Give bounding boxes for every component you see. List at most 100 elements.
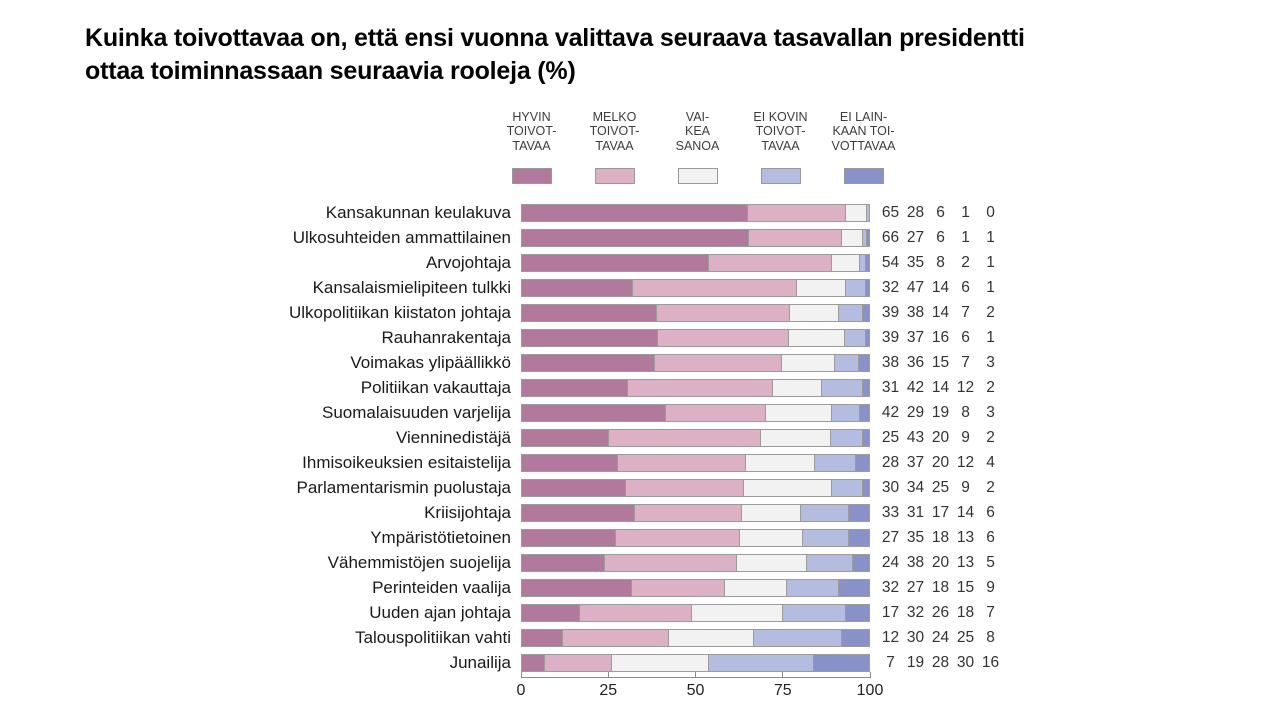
bar-segment-2 xyxy=(760,428,832,447)
bar-segment-1 xyxy=(658,328,789,347)
row-label: Kriisijohtaja xyxy=(424,502,511,522)
x-axis-tick xyxy=(695,672,696,678)
legend-item-1: MELKO TOIVOT- TAVAA xyxy=(573,110,656,184)
value-label-4: 0 xyxy=(986,203,995,221)
x-axis-tick-label: 100 xyxy=(856,682,884,699)
value-label-3: 9 xyxy=(961,428,970,446)
bar-segment-0 xyxy=(521,403,667,422)
value-label-2: 6 xyxy=(936,203,945,221)
value-label-4: 1 xyxy=(986,253,995,271)
row-label: Politiikan vakauttaja xyxy=(360,377,511,397)
bar-segment-4 xyxy=(845,603,870,622)
table-row: Kansalaismielipiteen tulkki 32 47 14 6 1 xyxy=(0,275,1003,300)
row-label: Voimakas ylipäällikkö xyxy=(350,352,511,372)
bar-segment-1 xyxy=(666,403,767,422)
legend-item-2: VAI- KEA SANOA xyxy=(656,110,739,184)
row-values: 33 31 17 14 6 xyxy=(878,504,1003,522)
value-label-0: 42 xyxy=(881,403,900,421)
bar-segment-2 xyxy=(611,653,710,672)
value-label-0: 7 xyxy=(886,653,895,671)
chart-rows: Kansakunnan keulakuva 65 28 6 1 0 Ulkosuhteide… xyxy=(0,200,1003,675)
legend-label: HYVIN TOIVOT- TAVAA xyxy=(506,110,557,153)
value-label-0: 24 xyxy=(881,553,900,571)
table-row: Vienninedistäjä 25 43 20 9 2 xyxy=(0,425,1003,450)
value-label-1: 19 xyxy=(906,653,925,671)
value-label-2: 16 xyxy=(931,328,950,346)
row-label: Rauhanrakentaja xyxy=(381,327,511,347)
value-label-1: 32 xyxy=(906,603,925,621)
legend-swatch xyxy=(843,168,884,184)
bar-segment-4 xyxy=(866,278,870,297)
value-label-2: 15 xyxy=(931,353,950,371)
bar-segment-3 xyxy=(803,528,849,547)
value-label-1: 38 xyxy=(906,553,925,571)
value-label-1: 35 xyxy=(906,528,925,546)
bar-segment-0 xyxy=(521,328,659,347)
legend-item-4: EI LAIN- KAAN TOI- VOTTAVAA xyxy=(822,110,905,184)
bar-segment-3 xyxy=(838,303,863,322)
value-label-3: 1 xyxy=(961,228,970,246)
x-axis-tick xyxy=(782,672,784,678)
stacked-bar xyxy=(521,203,870,222)
bar-segment-4 xyxy=(841,628,870,647)
value-label-0: 39 xyxy=(881,328,900,346)
row-values: 39 38 14 7 2 xyxy=(878,304,1003,322)
value-label-1: 34 xyxy=(906,478,925,496)
value-label-3: 12 xyxy=(956,453,975,471)
stacked-bar xyxy=(521,378,870,397)
x-axis-tick xyxy=(607,672,609,678)
table-row: Ympäristötietoinen 27 35 18 13 6 xyxy=(0,525,1003,550)
value-label-2: 8 xyxy=(936,253,945,271)
value-label-1: 42 xyxy=(906,378,925,396)
stacked-bar xyxy=(521,478,870,497)
bar-segment-2 xyxy=(744,478,832,497)
row-values: 30 34 25 9 2 xyxy=(878,479,1003,497)
value-label-1: 31 xyxy=(906,503,925,521)
value-label-4: 1 xyxy=(986,278,995,296)
value-label-0: 17 xyxy=(881,603,900,621)
legend-label: EI KOVIN TOIVOT- TAVAA xyxy=(753,110,808,153)
row-label: Vienninedistäjä xyxy=(396,427,511,447)
stacked-bar xyxy=(521,603,870,622)
value-label-0: 39 xyxy=(881,303,900,321)
row-values: 39 37 16 6 1 xyxy=(878,329,1003,347)
bar-segment-0 xyxy=(521,378,629,397)
value-label-0: 30 xyxy=(881,478,900,496)
table-row: Ihmisoikeuksien esitaistelija 28 37 20 12 4 xyxy=(0,450,1003,475)
value-label-2: 20 xyxy=(931,453,950,471)
stacked-bar xyxy=(521,428,870,447)
value-label-0: 33 xyxy=(881,503,900,521)
row-label: Vähemmistöjen suojelija xyxy=(327,552,511,572)
legend-label: EI LAIN- KAAN TOI- VOTTAVAA xyxy=(831,110,896,153)
bar-segment-3 xyxy=(859,253,867,272)
stacked-bar xyxy=(521,553,870,572)
row-label: Kansalaismielipiteen tulkki xyxy=(312,277,511,297)
x-axis-tick xyxy=(520,672,522,678)
legend-item-3: EI KOVIN TOIVOT- TAVAA xyxy=(739,110,822,184)
value-label-1: 43 xyxy=(906,428,925,446)
stacked-bar xyxy=(521,303,870,322)
bar-segment-4 xyxy=(856,453,870,472)
row-values: 24 38 20 13 5 xyxy=(878,554,1003,572)
bar-segment-2 xyxy=(669,628,754,647)
bar-segment-4 xyxy=(863,303,870,322)
bar-segment-3 xyxy=(831,478,863,497)
value-label-2: 20 xyxy=(931,428,950,446)
value-label-3: 14 xyxy=(956,503,975,521)
bar-segment-2 xyxy=(788,328,846,347)
value-label-3: 7 xyxy=(961,353,970,371)
bar-segment-1 xyxy=(616,528,740,547)
bar-segment-1 xyxy=(625,478,745,497)
value-label-0: 65 xyxy=(881,203,900,221)
bar-segment-0 xyxy=(521,653,546,672)
bar-segment-4 xyxy=(862,428,870,447)
bar-segment-0 xyxy=(521,303,658,322)
row-values: 27 35 18 13 6 xyxy=(878,529,1003,547)
bar-segment-2 xyxy=(781,353,835,372)
row-label: Arvojohtaja xyxy=(425,252,511,272)
bar-segment-2 xyxy=(737,553,808,572)
bar-segment-0 xyxy=(521,353,655,372)
bar-segment-2 xyxy=(724,578,788,597)
value-label-2: 26 xyxy=(931,603,950,621)
bar-segment-1 xyxy=(628,378,774,397)
